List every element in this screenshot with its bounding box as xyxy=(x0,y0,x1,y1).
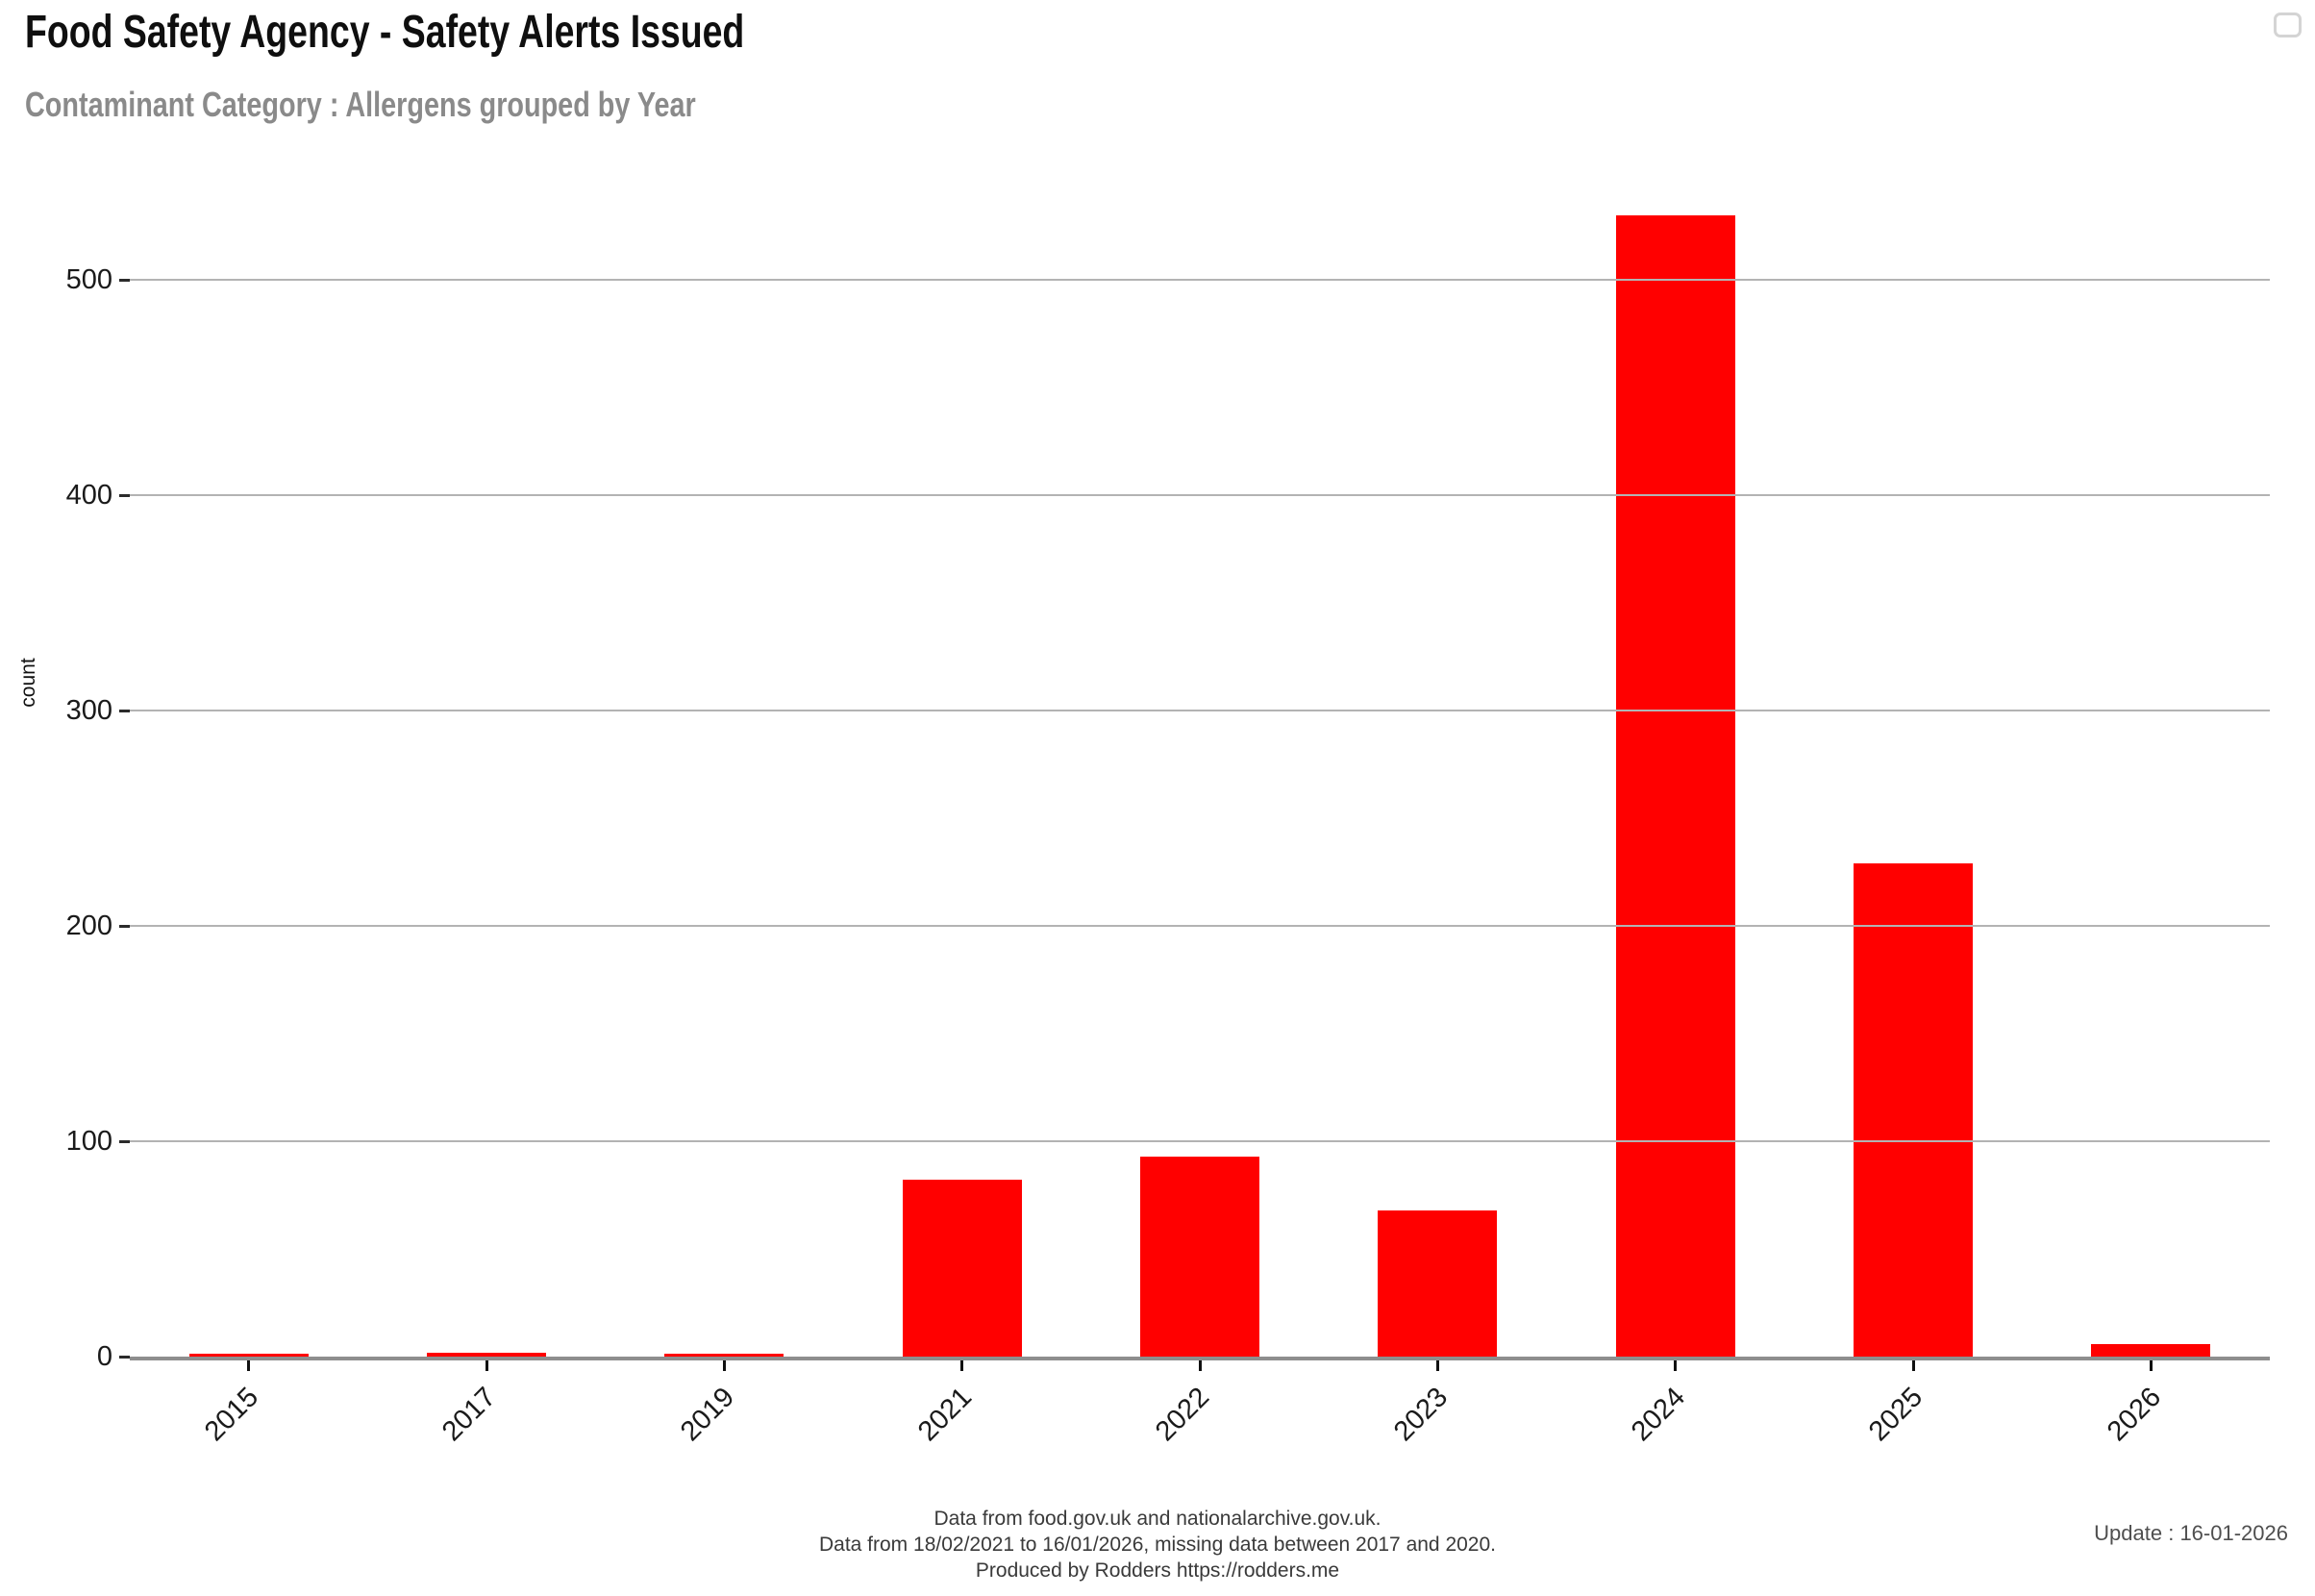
y-tick-mark-0 xyxy=(119,1355,130,1359)
chart-subtitle: Contaminant Category : Allergens grouped… xyxy=(25,85,696,124)
y-tick-label-500: 500 xyxy=(65,264,112,295)
y-tick-label-400: 400 xyxy=(65,480,112,511)
bar-2017 xyxy=(427,1353,546,1357)
x-tick-label-2024: 2024 xyxy=(1626,1382,1692,1448)
y-tick-mark-100 xyxy=(119,1139,130,1143)
bar-2019 xyxy=(664,1354,784,1357)
x-tick-label-2025: 2025 xyxy=(1863,1382,1929,1448)
bar-2026 xyxy=(2091,1344,2211,1357)
x-tick-label-2015: 2015 xyxy=(199,1382,265,1448)
bar-2022 xyxy=(1140,1157,1259,1357)
x-tick-label-2022: 2022 xyxy=(1150,1382,1216,1448)
y-tick-label-300: 300 xyxy=(65,695,112,726)
y-tick-label-200: 200 xyxy=(65,910,112,941)
x-tick-mark-2026 xyxy=(2149,1360,2153,1371)
y-tick-label-100: 100 xyxy=(65,1126,112,1157)
y-gridline-500 xyxy=(130,279,2270,281)
y-tick-mark-200 xyxy=(119,924,130,928)
x-tick-label-2019: 2019 xyxy=(674,1382,740,1448)
x-axis-line xyxy=(130,1357,2270,1360)
x-tick-label-2021: 2021 xyxy=(912,1382,979,1448)
x-tick-mark-2021 xyxy=(960,1360,964,1371)
bar-2015 xyxy=(188,1354,309,1357)
x-tick-mark-2017 xyxy=(485,1360,488,1371)
footer-caption: Data from food.gov.uk and nationalarchiv… xyxy=(0,1506,2315,1584)
y-gridline-400 xyxy=(130,494,2270,496)
footer-line-3: Produced by Rodders https://rodders.me xyxy=(975,1559,1340,1582)
x-tick-mark-2025 xyxy=(1911,1360,1915,1371)
x-tick-mark-2022 xyxy=(1198,1360,1202,1371)
y-gridline-100 xyxy=(130,1140,2270,1142)
bar-2025 xyxy=(1854,863,1973,1357)
y-gridline-300 xyxy=(130,710,2270,711)
y-tick-mark-300 xyxy=(119,709,130,712)
update-date: Update : 16-01-2026 xyxy=(2094,1521,2288,1545)
y-tick-label-0: 0 xyxy=(96,1341,112,1372)
x-tick-label-2026: 2026 xyxy=(2101,1382,2167,1448)
y-tick-mark-400 xyxy=(119,493,130,497)
bar-2023 xyxy=(1378,1210,1498,1357)
x-tick-mark-2023 xyxy=(1435,1360,1439,1371)
x-tick-label-2017: 2017 xyxy=(436,1382,503,1448)
bar-2024 xyxy=(1615,215,1735,1357)
chart-title: Food Safety Agency - Safety Alerts Issue… xyxy=(25,7,745,58)
x-tick-mark-2015 xyxy=(247,1360,251,1371)
bar-2021 xyxy=(902,1180,1022,1357)
modebar-button[interactable] xyxy=(2274,12,2302,37)
x-tick-mark-2019 xyxy=(722,1360,726,1371)
x-tick-label-2023: 2023 xyxy=(1387,1382,1454,1448)
y-gridline-200 xyxy=(130,925,2270,927)
x-tick-mark-2024 xyxy=(1674,1360,1678,1371)
y-tick-mark-500 xyxy=(119,278,130,282)
footer-line-2: Data from 18/02/2021 to 16/01/2026, miss… xyxy=(818,1534,1496,1556)
footer-line-1: Data from food.gov.uk and nationalarchiv… xyxy=(933,1508,1382,1530)
